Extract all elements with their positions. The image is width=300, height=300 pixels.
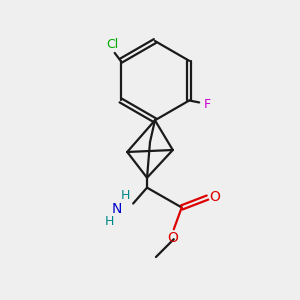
Text: N: N <box>112 202 122 216</box>
Text: O: O <box>167 231 178 245</box>
Text: H: H <box>121 189 130 202</box>
Text: O: O <box>209 190 220 204</box>
Text: H: H <box>105 215 114 228</box>
Text: Cl: Cl <box>106 38 119 52</box>
Text: F: F <box>203 98 211 111</box>
